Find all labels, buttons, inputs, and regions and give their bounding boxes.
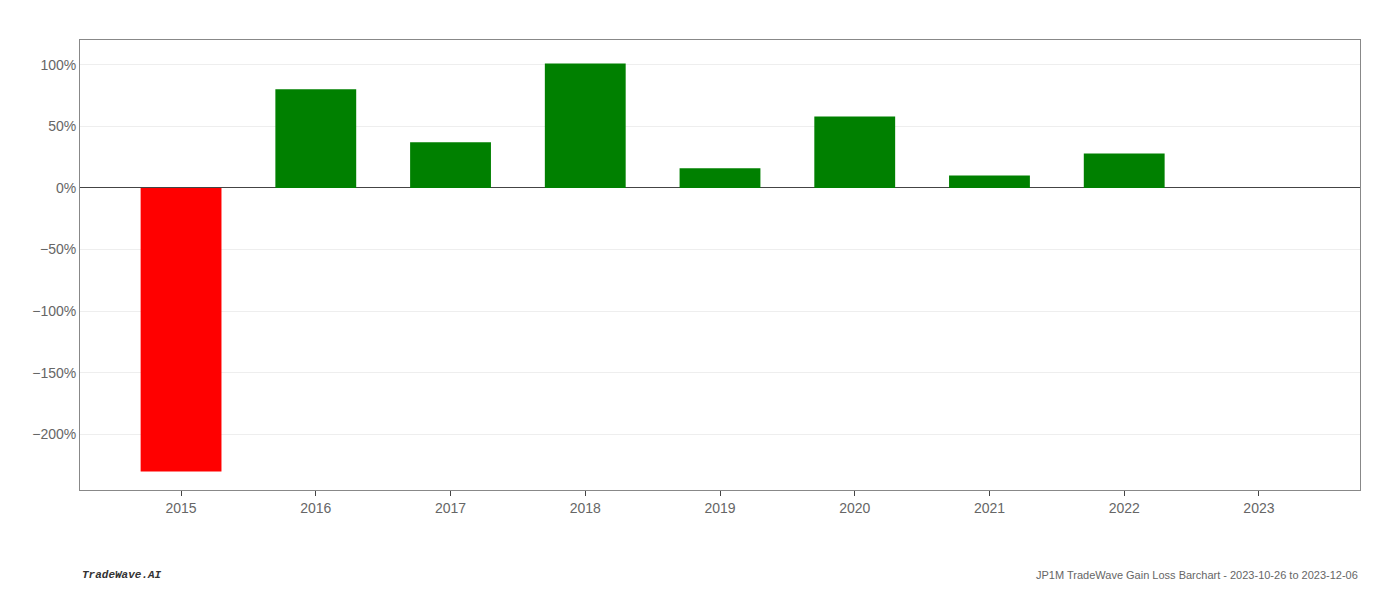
svg-text:−150%: −150% <box>32 365 76 381</box>
svg-text:−50%: −50% <box>40 241 76 257</box>
svg-text:2016: 2016 <box>300 500 331 516</box>
svg-text:TradeWave.AI: TradeWave.AI <box>82 569 162 581</box>
svg-text:0%: 0% <box>56 180 76 196</box>
svg-text:2023: 2023 <box>1243 500 1274 516</box>
svg-text:2021: 2021 <box>974 500 1005 516</box>
svg-text:100%: 100% <box>40 57 76 73</box>
svg-text:−100%: −100% <box>32 303 76 319</box>
svg-text:50%: 50% <box>48 118 76 134</box>
svg-text:−200%: −200% <box>32 426 76 442</box>
svg-text:2020: 2020 <box>839 500 870 516</box>
svg-text:JP1M TradeWave Gain Loss Barch: JP1M TradeWave Gain Loss Barchart - 2023… <box>1036 569 1358 581</box>
svg-text:2017: 2017 <box>435 500 466 516</box>
svg-text:2018: 2018 <box>570 500 601 516</box>
svg-text:2022: 2022 <box>1109 500 1140 516</box>
svg-text:2015: 2015 <box>165 500 196 516</box>
svg-text:2019: 2019 <box>704 500 735 516</box>
